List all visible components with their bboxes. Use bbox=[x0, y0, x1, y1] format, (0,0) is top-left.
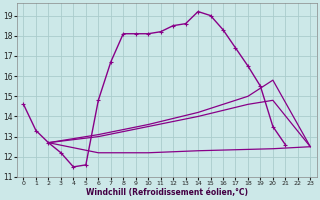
X-axis label: Windchill (Refroidissement éolien,°C): Windchill (Refroidissement éolien,°C) bbox=[86, 188, 248, 197]
